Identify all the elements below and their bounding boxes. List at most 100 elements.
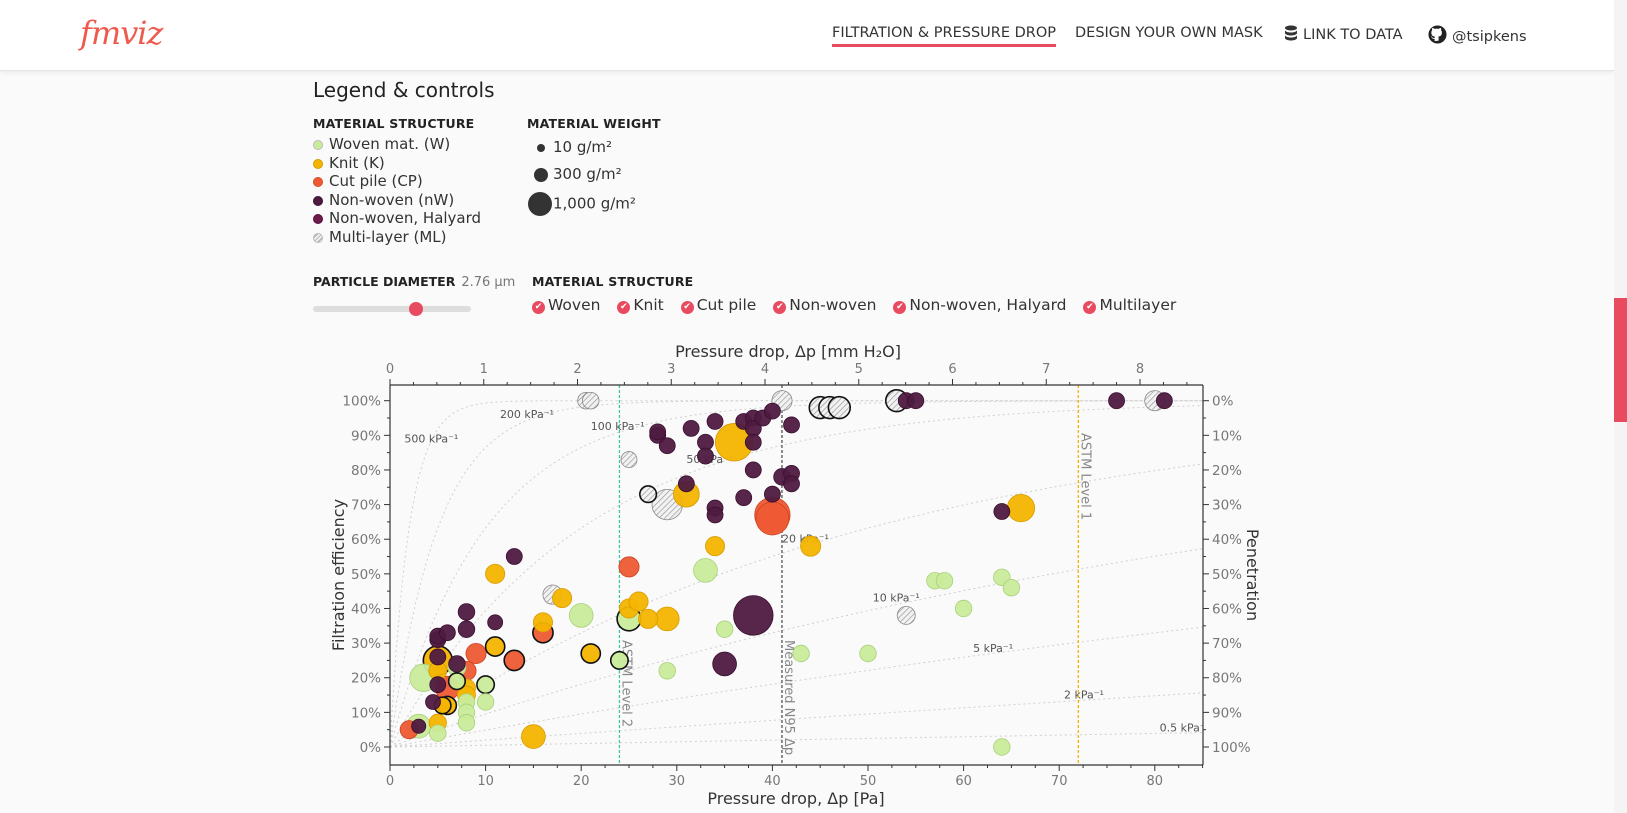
data-point [437,695,458,716]
data-point [697,433,714,451]
data-point [618,556,640,578]
quality-curve [390,692,1203,748]
y-tick-label: 0% [360,740,382,756]
reference-line-label: Measured N95 Δp [781,640,796,755]
quality-curves: 500 kPa⁻¹ 200 kPa⁻¹ 100 kPa⁻¹ 50 kPa⁻¹ 20 kP… [390,400,1203,748]
y2-tick-label: 0% [1212,394,1234,410]
data-point [783,416,800,434]
data-point [429,676,447,694]
legend-item: Cut pile (CP) [313,172,481,191]
quality-curve [390,400,1203,748]
data-point [503,649,526,672]
data-point [755,501,790,536]
logo[interactable]: fmviz [80,14,163,52]
x2-tick-label: 3 [667,362,675,377]
data-point [735,489,753,507]
data-point [620,451,638,468]
particle-diameter-slider-thumb[interactable] [409,302,423,316]
data-point [628,591,649,612]
x-tick-label: 50 [860,774,877,789]
weight-item: 10 g/m² [529,138,636,165]
legend-weight-heading: MATERIAL WEIGHT [527,116,661,131]
x-tick-label: 70 [1051,774,1068,789]
cut-pile-swatch [313,177,323,187]
data-point [429,627,447,645]
data-point [682,420,700,437]
filter-multilayer[interactable]: ✔ Multilayer [1083,296,1176,314]
structure-legend: Woven mat. (W) Knit (K) Cut pile (CP) No… [313,135,481,246]
quality-curve [390,732,1203,748]
nav-design-link[interactable]: DESIGN YOUR OWN MASK [1075,25,1263,41]
data-point [859,644,877,663]
quality-curve-label: 2 kPa⁻¹ [1064,689,1104,702]
data-point [476,693,495,711]
x-tick-label: 30 [669,774,686,789]
x2-tick-label: 2 [573,362,581,377]
legend-item: Non-woven, Halyard [313,209,481,228]
filter-cut-pile[interactable]: ✔ Cut pile [680,296,756,314]
filter-halyard[interactable]: ✔ Non-woven, Halyard [893,296,1067,314]
filter-label: Woven [548,296,601,314]
data-point [658,662,676,680]
quality-curve-label: 10 kPa⁻¹ [873,592,920,605]
quality-curve-label: 100 kPa⁻¹ [591,420,645,433]
nav-github-label: @tsipkens [1452,29,1527,45]
y2-tick-label: 30% [1212,498,1242,514]
legend-label: Multi-layer (ML) [329,227,447,246]
x2-axis-title: Pressure drop, Δp [mm H₂O] [675,342,901,361]
data-point [457,685,476,705]
data-point [609,650,629,670]
nav-github-link[interactable]: @tsipkens [1428,25,1527,45]
weight-label: 10 g/m² [553,138,613,156]
data-point [693,558,718,583]
y2-tick-label: 80% [1212,671,1242,687]
y2-tick-label: 100% [1212,740,1251,756]
weight-item: 300 g/m² [529,165,636,192]
filter-knit[interactable]: ✔ Knit [617,296,664,314]
filter-woven[interactable]: ✔ Woven [532,296,600,314]
reference-lines: ASTM Level 2 Measured N95 Δp ASTM Level 1 [618,385,1092,765]
data-point [733,595,774,636]
legend-label: Non-woven, Halyard [329,209,482,227]
data-point [639,485,658,504]
particle-diameter-value: 2.76 µm [461,275,516,290]
data-point [457,693,476,711]
data-point [411,718,427,734]
particle-diameter-slider[interactable] [313,306,471,312]
data-point [818,395,842,420]
data-point [447,672,467,691]
data-point [435,675,460,701]
data-point [577,392,595,410]
nav-filtration-link[interactable]: FILTRATION & PRESSURE DROP [832,25,1056,47]
nav-data-link[interactable]: LINK TO DATA [1284,25,1403,43]
data-point [935,572,954,590]
check-icon: ✔ [532,301,545,314]
x2-tick-label: 8 [1136,362,1144,377]
scrollbar[interactable] [1614,0,1627,813]
top-navbar: fmviz FILTRATION & PRESSURE DROP DESIGN … [0,0,1614,71]
data-point [456,660,477,681]
weight-item: 1,000 g/m² [527,192,636,219]
data-point [448,655,466,673]
x-axis-title: Pressure drop, Δp [Pa] [707,789,884,808]
weight-legend: 10 g/m² 300 g/m² 1,000 g/m² [527,138,636,219]
data-point [532,621,554,644]
weight-dot-medium [534,167,548,182]
x2-tick-label: 7 [1042,362,1050,377]
y-tick-label: 70% [351,498,381,514]
data-point [884,389,909,413]
data-point [429,724,447,742]
data-point [1002,579,1021,597]
x2-tick-label: 1 [480,362,488,377]
filter-label: Non-woven [789,296,877,314]
halyard-swatch [313,214,323,224]
data-point [715,620,734,638]
legend-label: Cut pile (CP) [329,172,423,190]
y-axis-title: Filtration efficiency [329,499,348,651]
scrollbar-thumb[interactable] [1614,298,1627,422]
x2-tick-label: 5 [855,362,863,377]
weight-label: 1,000 g/m² [553,194,636,213]
quality-curve [390,405,1203,748]
x-tick-label: 40 [764,774,781,789]
filter-non-woven[interactable]: ✔ Non-woven [773,296,876,314]
